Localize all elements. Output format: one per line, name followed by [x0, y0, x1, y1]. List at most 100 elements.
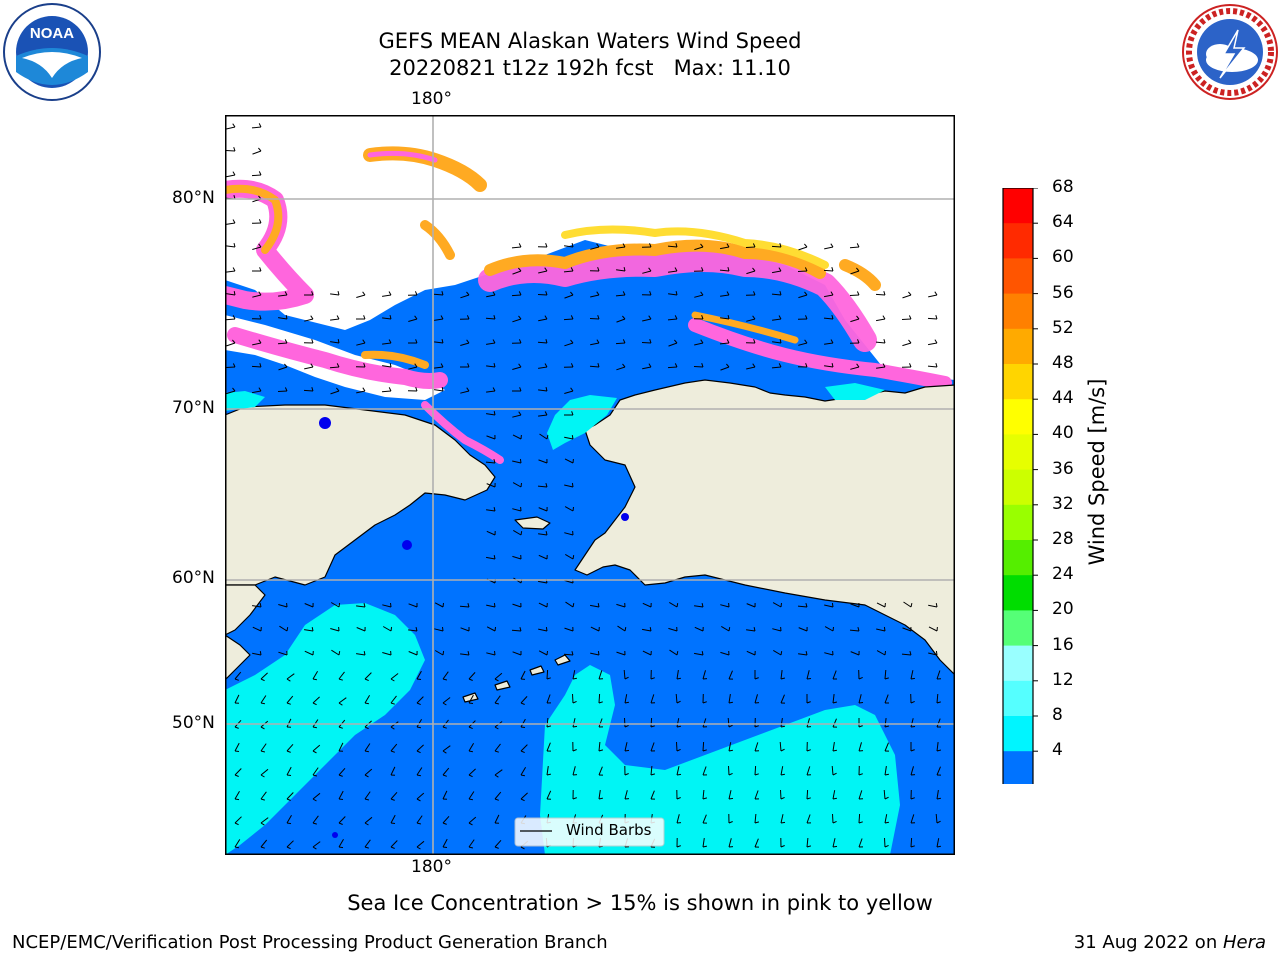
wind-barb-flag — [390, 602, 392, 608]
wind-barb — [650, 765, 653, 776]
wind-barb-flag — [649, 243, 652, 248]
colorbar-segment — [1003, 610, 1033, 647]
wind-barb — [252, 246, 262, 250]
wind-barb — [780, 718, 783, 728]
wind-barb — [875, 341, 886, 344]
wind-barb-flag — [494, 726, 499, 730]
wind-barb-flag — [570, 387, 574, 392]
wind-barb-flag — [416, 726, 421, 729]
wind-barb — [234, 671, 242, 680]
chart-title: GEFS MEAN Alaskan Waters Wind Speed — [378, 29, 802, 53]
wind-barb-flag — [493, 410, 496, 416]
wind-barb — [823, 317, 834, 320]
wind-barb — [381, 390, 392, 393]
wind-barb — [623, 669, 626, 680]
wind-barb-flag — [258, 123, 262, 128]
wind-barb-flag — [468, 822, 473, 826]
wind-barb — [234, 768, 242, 776]
wind-barb-flag — [857, 626, 860, 632]
wind-barb-flag — [910, 845, 915, 848]
wind-barb — [772, 318, 782, 321]
wind-barb-flag — [258, 219, 262, 224]
wind-barb — [746, 603, 756, 608]
wind-barb-flag — [285, 314, 288, 320]
wind-barb — [884, 837, 886, 848]
wind-barb-flag — [624, 749, 630, 752]
wind-barb — [390, 791, 398, 800]
colorbar-label: Wind Speed [m/s] — [1085, 378, 1109, 566]
wind-barb-flag — [597, 602, 600, 608]
wind-barb-flag — [440, 363, 444, 368]
colorbar-tick-label: 60 — [1052, 247, 1074, 268]
wind-barb — [702, 741, 705, 752]
wind-barb — [754, 790, 759, 800]
wind-barb — [745, 246, 756, 248]
wind-barb-flag — [856, 243, 860, 248]
wind-barb-flag — [336, 363, 340, 368]
wind-barb — [754, 813, 757, 824]
wind-barb — [590, 626, 600, 632]
wind-barb-flag — [258, 243, 262, 248]
wind-barb — [546, 790, 552, 800]
wind-barb — [538, 554, 548, 560]
wind-barb-flag — [414, 363, 418, 368]
wind-barb — [746, 629, 756, 632]
wind-barb — [286, 743, 294, 752]
wind-barb-flag — [234, 798, 240, 801]
wind-barb — [642, 650, 652, 656]
wind-barb-flag — [468, 702, 474, 704]
wind-barb-flag — [259, 267, 262, 272]
wind-barb — [806, 670, 810, 680]
wind-barb-flag — [884, 650, 886, 656]
wind-barb-flag — [258, 339, 262, 344]
wind-barb — [590, 246, 600, 250]
wind-barb — [910, 670, 914, 680]
wind-barb — [876, 602, 886, 608]
wind-barb — [564, 245, 574, 248]
wind-barb — [338, 838, 344, 848]
wind-barb-flag — [676, 797, 681, 800]
wind-barb — [721, 625, 730, 632]
wind-barb — [754, 838, 759, 848]
wind-barb-flag — [311, 339, 314, 344]
wind-barb — [416, 696, 424, 704]
colorbar-tick-label: 64 — [1052, 212, 1074, 233]
wind-barb — [720, 246, 730, 250]
wind-barb — [702, 670, 706, 680]
wind-barb-flag — [311, 387, 314, 392]
wind-barb-flag — [676, 773, 682, 776]
wind-barb — [831, 765, 834, 776]
wind-barb — [901, 653, 912, 656]
wind-barb — [772, 628, 782, 632]
colorbar-tick-label: 28 — [1052, 529, 1074, 549]
wind-barb — [797, 605, 808, 608]
wind-barb — [779, 741, 782, 752]
wind-barb-flag — [700, 291, 704, 296]
wind-barb — [312, 815, 319, 824]
wind-barb-flag — [338, 774, 343, 777]
wind-barb-flag — [856, 267, 860, 272]
wind-barb-flag — [702, 845, 708, 848]
wind-barb — [511, 629, 522, 632]
wind-barb-flag — [416, 822, 422, 825]
colorbar-tick-label: 20 — [1052, 599, 1074, 620]
wind-barb — [824, 246, 834, 250]
wind-barb — [590, 294, 600, 298]
wind-barb — [356, 627, 366, 632]
wind-barb-flag — [752, 315, 756, 320]
wind-barb — [884, 669, 887, 680]
wind-barb — [234, 742, 240, 752]
wind-barb — [754, 694, 758, 704]
wind-barb-flag — [572, 677, 577, 680]
wind-barb-flag — [234, 678, 239, 681]
wind-barb — [598, 741, 601, 752]
colorbar-segment — [1003, 258, 1033, 295]
wind-barb — [538, 389, 548, 392]
colorbar-segment — [1003, 399, 1033, 435]
wind-barb-flag — [338, 822, 343, 825]
wind-barb-flag — [908, 339, 912, 344]
wind-barb — [616, 366, 626, 371]
wind-barb-flag — [910, 726, 916, 728]
wind-barb — [252, 342, 262, 346]
lon-label-bottom: 180° — [411, 857, 452, 877]
